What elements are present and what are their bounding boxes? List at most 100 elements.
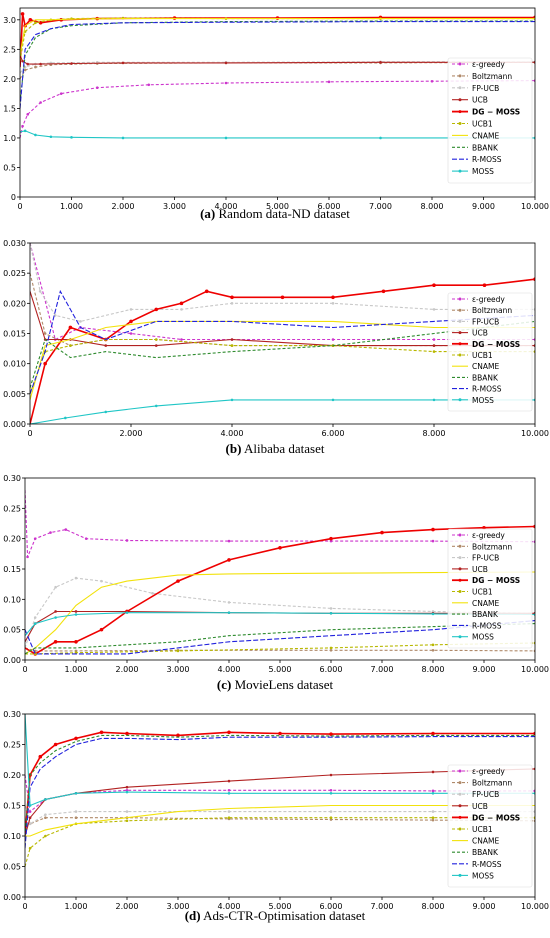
x-tick-label: 2.000: [112, 202, 135, 211]
y-tick-label: 0.30: [3, 710, 21, 719]
caption-text: MovieLens dataset: [231, 677, 333, 692]
x-tick-label: 0: [22, 665, 27, 674]
data-point: [34, 21, 37, 25]
data-point: [230, 344, 234, 347]
data-point: [432, 350, 436, 353]
data-point: [129, 308, 133, 311]
x-tick-label: 8.000: [423, 429, 446, 438]
legend-label: BBANK: [472, 610, 499, 619]
x-tick-label: 9.000: [473, 665, 496, 674]
legend-label: CNAME: [472, 131, 499, 140]
data-point: [21, 59, 24, 63]
legend-label: UCB1: [472, 351, 493, 360]
legend-label: BBANK: [472, 143, 499, 152]
y-tick-label: 0.05: [3, 863, 21, 872]
data-point: [329, 646, 333, 650]
chart-panel-c: 0 1.000 2.000 3.000 4.000 5.000 6.000 7.000 8.00…: [3, 474, 549, 692]
series-line-cname: [25, 804, 535, 837]
data-point: [379, 136, 382, 140]
figure-caption: (b) Alibaba dataset: [226, 441, 325, 456]
caption-letter: (c): [217, 677, 231, 692]
x-tick-label: 1.000: [65, 902, 88, 911]
series-group: [30, 243, 535, 424]
chart-panel-b: 0 2.000 4.000 6.000 8.000 10.000 0.000 0.005 0.0…: [3, 239, 549, 456]
data-point: [74, 576, 78, 580]
data-point: [23, 129, 27, 133]
legend-label: CNAME: [472, 362, 499, 371]
data-point: [59, 92, 63, 95]
legend-box: [447, 528, 533, 649]
series-line-r-moss: [20, 21, 535, 109]
legend-label: UCB: [472, 329, 488, 338]
legend-label: FP-UCB: [472, 317, 499, 326]
data-point: [431, 792, 435, 795]
data-point: [129, 319, 133, 324]
data-point: [49, 135, 53, 139]
data-point: [154, 338, 158, 341]
y-tick-label: 0.00: [3, 893, 21, 902]
legend-marker: [458, 110, 462, 114]
x-tick-label: 4.000: [215, 202, 238, 211]
y-tick-label: 0: [11, 193, 16, 202]
figure-caption: (d) Ads-CTR-Optimisation dataset: [185, 908, 366, 923]
data-point: [23, 65, 27, 69]
y-tick-label: 0.5: [3, 163, 16, 172]
data-point: [204, 289, 209, 294]
data-point: [432, 344, 436, 347]
data-point: [227, 792, 231, 795]
legend: ε-greedy Boltzmann FP-UCB UCB DG − MOSS UCB1 C…: [447, 57, 533, 184]
data-point: [379, 61, 382, 64]
series-line-cname: [25, 571, 535, 655]
data-point: [28, 804, 32, 807]
data-point: [28, 822, 32, 826]
y-tick-label: 0.10: [3, 832, 21, 841]
y-tick-label: 0.005: [3, 390, 26, 399]
y-tick-label: 2.5: [3, 45, 16, 54]
legend-marker: [458, 590, 462, 593]
data-point: [151, 591, 154, 595]
data-point: [74, 736, 78, 741]
legend-marker: [458, 98, 462, 102]
x-tick-label: 0: [17, 202, 22, 211]
data-point: [430, 79, 434, 83]
legend-box: [447, 764, 533, 888]
legend-label: DG − MOSS: [472, 340, 520, 349]
data-point: [125, 810, 129, 813]
data-point: [331, 295, 335, 300]
data-point: [74, 810, 78, 813]
data-point: [431, 731, 435, 736]
y-tick-label: 0.00: [3, 656, 21, 665]
y-tick-label: 2.0: [3, 75, 16, 84]
legend-label: BBANK: [472, 373, 499, 382]
legend: ε-greedy Boltzmann FP-UCB UCB DG − MOSS UCB1 C…: [447, 764, 533, 888]
x-tick-label: 1.000: [60, 202, 83, 211]
data-point: [33, 622, 37, 625]
legend-label: UCB: [472, 565, 488, 574]
data-point: [43, 332, 47, 335]
data-point: [431, 818, 435, 822]
data-point: [20, 12, 25, 16]
legend-marker: [458, 331, 462, 335]
legend-label: FP-UCB: [472, 790, 499, 799]
data-point: [74, 792, 78, 795]
data-point: [329, 810, 333, 813]
data-point: [125, 731, 129, 736]
legend-marker: [458, 533, 462, 537]
data-point: [227, 810, 231, 813]
series-line-bbank: [30, 320, 535, 388]
x-tick-label: 7.000: [371, 665, 394, 674]
legend-label: MOSS: [472, 396, 494, 405]
x-tick-label: 3.000: [167, 902, 190, 911]
data-point: [154, 344, 158, 347]
data-point: [154, 307, 159, 312]
x-tick-label: 4.000: [218, 902, 241, 911]
data-point: [38, 754, 43, 759]
series-line-dg-moss: [25, 525, 535, 655]
x-tick-label: 9.000: [472, 202, 495, 211]
data-point: [431, 527, 435, 532]
legend-label: ε-greedy: [472, 60, 505, 69]
caption-letter: (d): [185, 908, 201, 923]
data-point: [38, 289, 42, 293]
data-point: [125, 539, 129, 542]
